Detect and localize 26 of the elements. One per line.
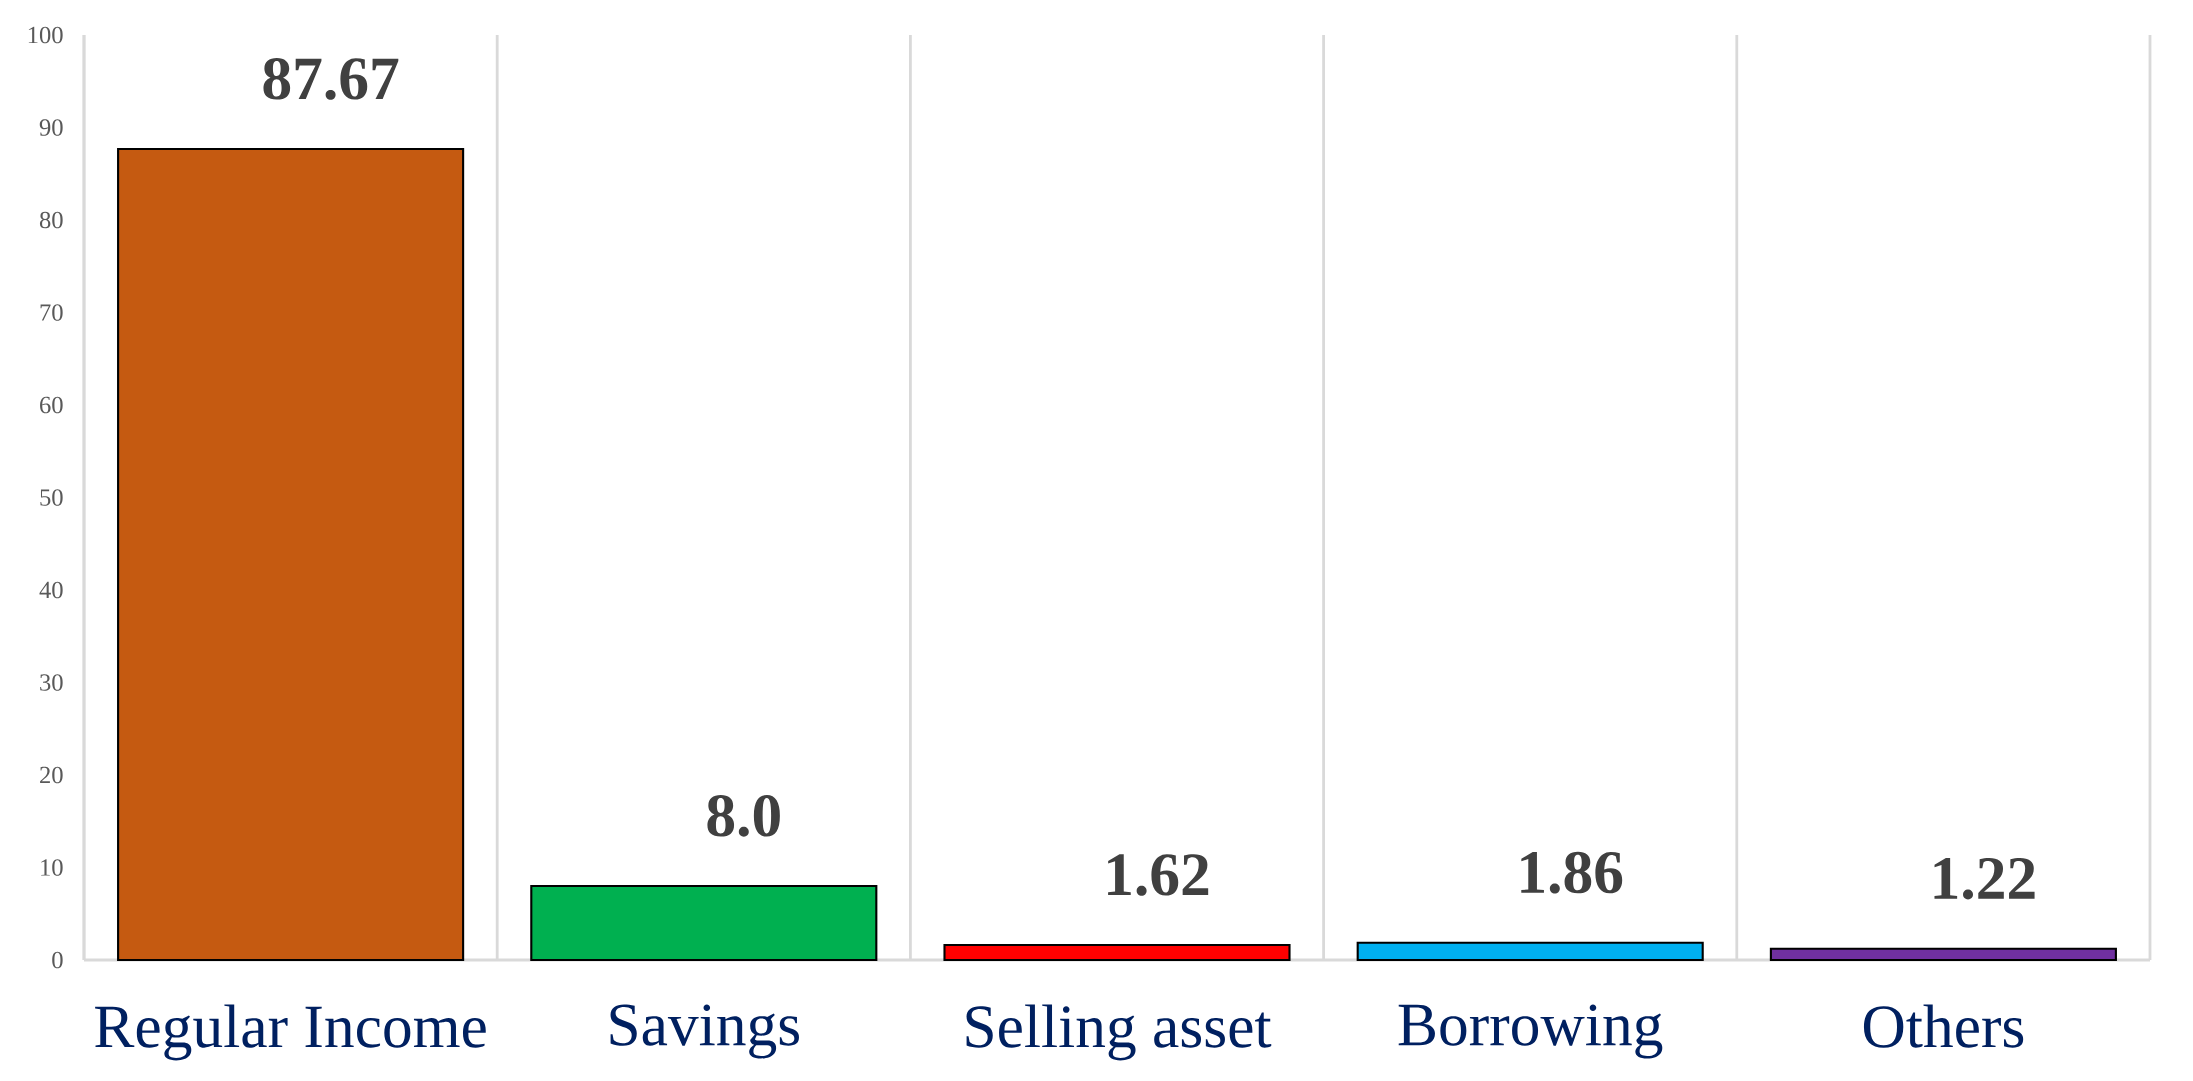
- bar: [943, 943, 1291, 962]
- y-tick-label: 100: [28, 26, 63, 44]
- y-tick-label: 30: [40, 674, 63, 691]
- y-tick-label: 60: [40, 396, 63, 414]
- data-label: 1.62: [1108, 854, 1209, 896]
- x-tick-label: Borrowing: [1398, 1004, 1663, 1059]
- x-tick-label: Regular Income: [95, 1004, 486, 1061]
- y-tick-label: 50: [40, 489, 63, 506]
- bar: [530, 884, 878, 962]
- y-tick-label: 80: [39, 211, 63, 229]
- x-tick-label: Others: [1863, 1004, 2024, 1048]
- data-label: 1.22: [1934, 857, 2035, 900]
- bar: [117, 148, 465, 962]
- y-tick-label: 70: [40, 304, 63, 321]
- data-label: 8.0: [707, 795, 780, 837]
- y-tick-label: 20: [40, 766, 63, 784]
- y-tick-label: 40: [39, 581, 63, 599]
- bar: [1356, 941, 1704, 962]
- bar: [1769, 947, 2117, 962]
- x-tick-label: Savings: [610, 1004, 799, 1059]
- data-label: 87.67: [263, 58, 399, 100]
- data-label: 1.86: [1521, 851, 1623, 894]
- x-tick-label: Selling asset: [966, 1004, 1272, 1061]
- y-tick-label: 0: [52, 951, 63, 969]
- y-tick-label: 10: [41, 859, 63, 876]
- y-tick-label: 90: [39, 119, 63, 136]
